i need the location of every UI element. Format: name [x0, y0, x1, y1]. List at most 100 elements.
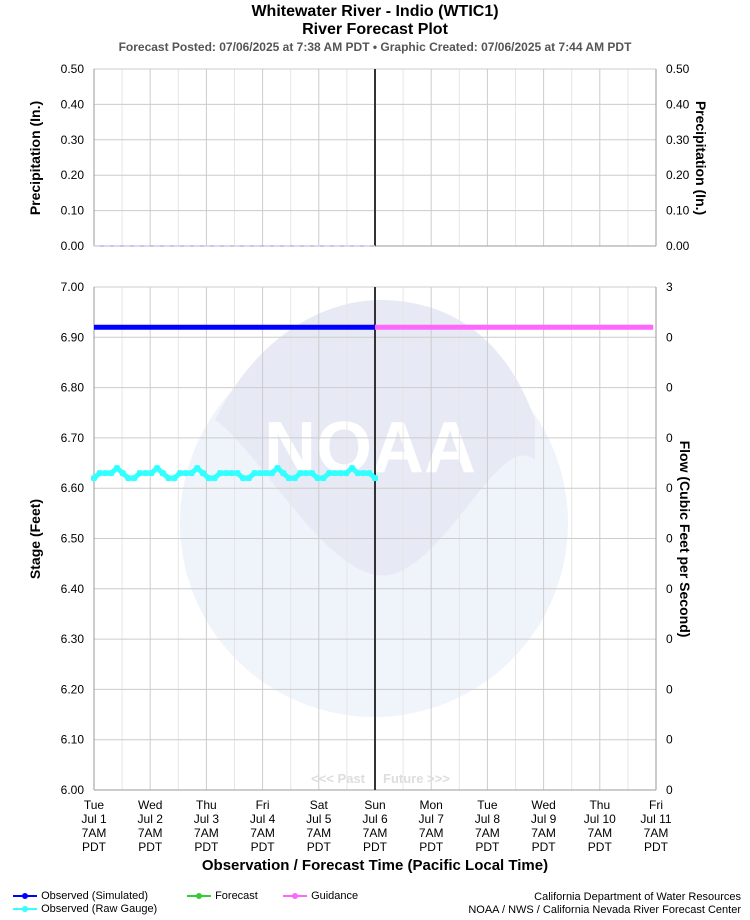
data-point-observed-raw-gauge [268, 470, 275, 477]
data-point-observed-raw-gauge [234, 470, 241, 477]
y-tick-label-right: 0 [666, 632, 673, 646]
x-tick-label: PDT [532, 840, 557, 854]
stage-axes: 7.00 3 6.90 0 6.80 0 6.70 0 6.60 0 6.50 0 6.40 0 6.30 0… [61, 280, 673, 797]
data-point-observed-raw-gauge [211, 475, 218, 482]
x-tick-label: Jul 8 [475, 812, 501, 826]
x-tick-label: Sat [310, 798, 329, 812]
y-tick-label-right: 0.00 [666, 239, 690, 253]
data-point-observed-raw-gauge [205, 475, 212, 482]
y-tick-label-left: 6.70 [61, 431, 85, 445]
data-point-observed-raw-gauge [102, 470, 109, 477]
data-point-observed-raw-gauge [228, 470, 235, 477]
legend-label: Guidance [311, 890, 359, 902]
x-tick-label: PDT [644, 840, 669, 854]
data-point-observed-raw-gauge [263, 470, 270, 477]
legend-item-observed-simulated: Observed (Simulated) [12, 890, 148, 902]
x-tick-label: Jul 10 [584, 812, 616, 826]
legend-item-forecast: Forecast [186, 890, 258, 902]
x-tick-label: Jul 6 [362, 812, 388, 826]
x-tick-label: 7AM [475, 826, 500, 840]
data-point-observed-raw-gauge [274, 465, 281, 472]
x-tick-label: Jul 7 [419, 812, 445, 826]
x-tick-label: 7AM [306, 826, 331, 840]
x-tick-label: PDT [194, 840, 219, 854]
x-tick-label: Jul 11 [640, 812, 671, 826]
series-layer [91, 245, 654, 482]
data-point-observed-raw-gauge [337, 470, 344, 477]
x-tick-label: Thu [196, 798, 217, 812]
data-point-observed-raw-gauge [314, 475, 321, 482]
y-tick-label-right: 0.50 [666, 62, 690, 76]
y-tick-label-left: 6.40 [61, 582, 85, 596]
x-tick-label: 7AM [138, 826, 163, 840]
data-point-observed-raw-gauge [372, 475, 378, 482]
x-tick-label: Sun [364, 798, 385, 812]
x-tick-label: PDT [363, 840, 388, 854]
data-point-observed-raw-gauge [136, 470, 143, 477]
y-tick-label-right: 0 [666, 783, 673, 797]
data-point-observed-raw-gauge [108, 470, 115, 477]
data-point-observed-raw-gauge [96, 470, 103, 477]
legend-item-observed-raw: Observed (Raw Gauge) [12, 903, 157, 915]
data-point-observed-raw-gauge [366, 470, 373, 477]
y-tick-label-left: 0.30 [61, 133, 85, 147]
chart-title: Whitewater River - Indio (WTIC1) [251, 3, 499, 20]
x-tick-label: PDT [82, 840, 107, 854]
x-tick-label: 7AM [531, 826, 556, 840]
y-tick-label-right: 0 [666, 431, 673, 445]
y-tick-label-right: 3 [666, 280, 673, 294]
precip-axes: 0.50 0.50 0.40 0.40 0.30 0.30 0.20 0.20 0.10 0.10… [61, 62, 690, 253]
y-tick-label-right: 0 [666, 733, 673, 747]
x-tick-label: Jul 9 [531, 812, 557, 826]
legend-marker [13, 906, 37, 913]
data-point-observed-raw-gauge [297, 470, 304, 477]
x-tick-label: 7AM [363, 826, 388, 840]
y-tick-label-left: 6.90 [61, 330, 85, 344]
x-tick-label: Jul 1 [81, 812, 107, 826]
chart-subtitle: River Forecast Plot [302, 21, 448, 38]
data-point-observed-raw-gauge [308, 470, 315, 477]
y-tick-label-right: 0 [666, 582, 673, 596]
y-tick-label-right: 0 [666, 330, 673, 344]
y-tick-label-left: 0.00 [61, 239, 85, 253]
data-point-observed-raw-gauge [280, 470, 287, 477]
y-tick-label-right: 0.20 [666, 168, 690, 182]
y-tick-label-right: 0.40 [666, 97, 690, 111]
x-tick-label: Jul 3 [194, 812, 220, 826]
legend-marker [187, 893, 211, 900]
data-point-observed-raw-gauge [354, 470, 361, 477]
data-point-observed-raw-gauge [194, 465, 201, 472]
y-tick-label-right: 0 [666, 381, 673, 395]
data-point-observed-raw-gauge [245, 475, 252, 482]
legend-label: Observed (Raw Gauge) [41, 903, 158, 915]
x-tick-label: PDT [251, 840, 276, 854]
data-point-observed-raw-gauge [257, 470, 264, 477]
x-tick-label: Wed [531, 798, 555, 812]
x-tick-label: PDT [419, 840, 444, 854]
y-tick-label-left: 0.40 [61, 97, 85, 111]
x-tick-label: PDT [588, 840, 613, 854]
data-point-observed-raw-gauge [199, 470, 206, 477]
data-point-observed-raw-gauge [131, 475, 138, 482]
data-point-observed-raw-gauge [285, 475, 292, 482]
legend-marker [283, 893, 307, 900]
data-point-observed-raw-gauge [188, 470, 195, 477]
posted-timestamp: Forecast Posted: 07/06/2025 at 7:38 AM P… [118, 40, 632, 54]
y-tick-label-right: 0.10 [666, 204, 690, 218]
past-label: <<< Past [311, 771, 366, 786]
legend-label: Forecast [215, 890, 258, 902]
y-tick-label-right: 0 [666, 682, 673, 696]
y-tick-label-left: 7.00 [61, 280, 85, 294]
y-tick-label-left: 6.20 [61, 682, 85, 696]
credit-noaa: NOAA / NWS / California Nevada River For… [468, 904, 741, 916]
stage-ylabel-left: Stage (Feet) [27, 499, 43, 579]
x-tick-label: PDT [138, 840, 163, 854]
data-point-observed-raw-gauge [240, 475, 247, 482]
x-tick-label: Fri [649, 798, 663, 812]
y-tick-label-left: 6.80 [61, 381, 85, 395]
x-tick-label: Fri [256, 798, 270, 812]
data-point-observed-raw-gauge [182, 470, 189, 477]
axis-labels: Precipitation (In.) Precipitation (In.) St… [27, 101, 709, 874]
x-tick-label: Jul 5 [306, 812, 332, 826]
